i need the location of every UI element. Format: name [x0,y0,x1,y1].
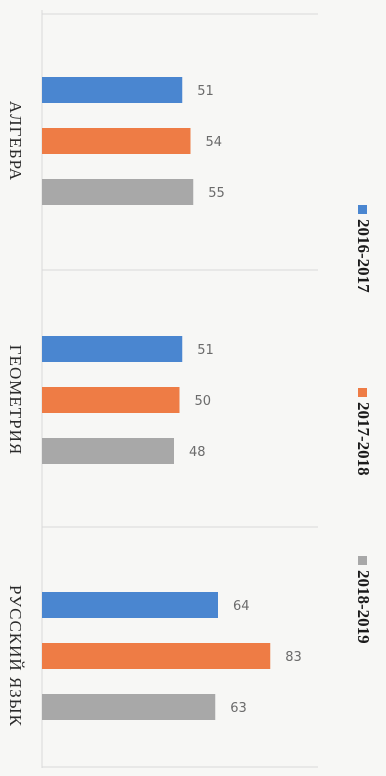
value-label-2016-2017-2: 64 [233,599,250,614]
category-label-2: РУССКИЙ ЯЗЫК [6,585,25,727]
bar-2017-2018-0 [42,128,191,154]
bar-2017-2018-1 [42,387,180,413]
value-label-2017-2018-1: 50 [195,394,212,409]
value-label-2018-2019-1: 48 [189,445,206,460]
legend-label-2017-2018: 2017-2018 [354,402,373,476]
bar-2016-2017-2 [42,592,218,618]
bars [42,77,271,720]
legend-item-2016-2017: 2016-2017 [354,205,373,293]
legend: 2016-2017 2017-2018 2018-2019 [354,205,373,644]
value-label-2018-2019-0: 55 [208,186,225,201]
category-label-1: ГЕОМЕТРИЯ [6,345,25,455]
legend-label-2018-2019: 2018-2019 [354,570,373,644]
value-label-2016-2017-1: 51 [197,343,214,358]
bar-2016-2017-0 [42,77,183,103]
value-labels: 51 51 64 54 50 83 55 48 63 [189,84,302,716]
bar-2016-2017-1 [42,336,183,362]
category-label-0: АЛГЕБРА [6,101,25,181]
bar-2018-2019-2 [42,694,216,720]
category-labels: АЛГЕБРА ГЕОМЕТРИЯ РУССКИЙ ЯЗЫК [6,101,25,727]
legend-item-2018-2019: 2018-2019 [354,556,373,644]
bar-2018-2019-1 [42,438,174,464]
value-label-2017-2018-0: 54 [206,135,223,150]
bar-2018-2019-0 [42,179,194,205]
legend-label-2016-2017: 2016-2017 [354,219,373,293]
value-label-2016-2017-0: 51 [197,84,214,99]
legend-swatch-2017-2018 [358,388,367,397]
bar-2017-2018-2 [42,643,271,669]
legend-swatch-2018-2019 [358,556,367,565]
value-label-2017-2018-2: 83 [285,650,302,665]
legend-item-2017-2018: 2017-2018 [354,388,373,476]
legend-swatch-2016-2017 [358,205,367,214]
value-label-2018-2019-2: 63 [230,701,247,716]
